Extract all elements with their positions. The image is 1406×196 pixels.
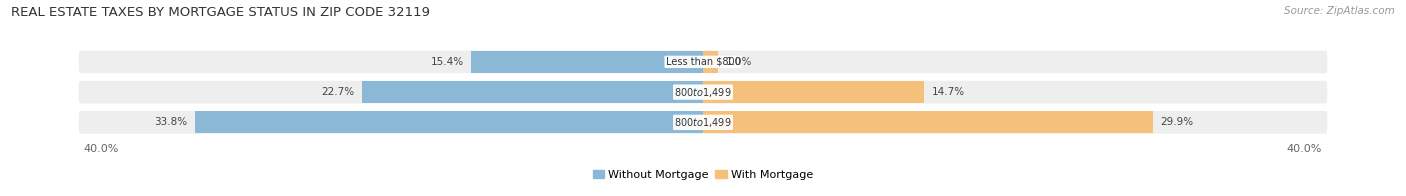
Bar [703, 51, 718, 73]
Bar [471, 51, 703, 73]
FancyBboxPatch shape [77, 79, 1329, 105]
Text: 33.8%: 33.8% [155, 117, 187, 127]
Text: 29.9%: 29.9% [1160, 117, 1194, 127]
Bar [703, 81, 924, 103]
Text: $800 to $1,499: $800 to $1,499 [675, 116, 731, 129]
Text: 14.7%: 14.7% [932, 87, 965, 97]
Text: REAL ESTATE TAXES BY MORTGAGE STATUS IN ZIP CODE 32119: REAL ESTATE TAXES BY MORTGAGE STATUS IN … [11, 6, 430, 19]
Text: $800 to $1,499: $800 to $1,499 [675, 86, 731, 99]
Text: Source: ZipAtlas.com: Source: ZipAtlas.com [1284, 6, 1395, 16]
Bar [194, 112, 703, 133]
Text: Less than $800: Less than $800 [665, 57, 741, 67]
Bar [361, 81, 703, 103]
Text: 1.0%: 1.0% [725, 57, 752, 67]
Bar [703, 112, 1153, 133]
Text: 15.4%: 15.4% [430, 57, 464, 67]
FancyBboxPatch shape [77, 110, 1329, 135]
Text: 22.7%: 22.7% [321, 87, 354, 97]
Legend: Without Mortgage, With Mortgage: Without Mortgage, With Mortgage [593, 170, 813, 180]
FancyBboxPatch shape [77, 49, 1329, 74]
